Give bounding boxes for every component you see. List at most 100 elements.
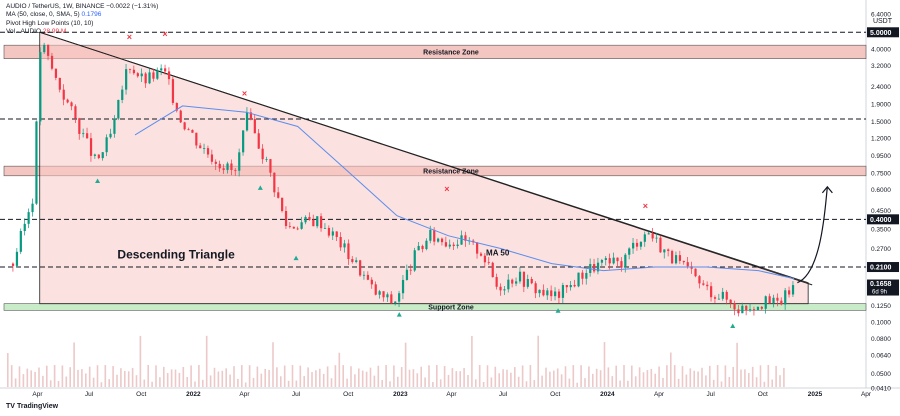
candle-body <box>74 106 77 119</box>
volume-bar <box>642 372 645 387</box>
tradingview-logo[interactable]: TV TradingView <box>6 403 58 410</box>
volume-bar <box>49 380 52 387</box>
candle-body <box>663 249 666 253</box>
symbol-line[interactable]: AUDIO / TetherUS, 1W, BINANCE −0.0022 (−… <box>6 3 159 10</box>
candle-body <box>733 302 736 310</box>
y-tick-label-11: 0.4500 <box>871 208 891 215</box>
y-tick-label-4: 2.4000 <box>871 84 891 91</box>
candle-body <box>269 159 272 173</box>
volume-bar <box>767 365 770 387</box>
volume-bar <box>10 365 13 387</box>
volume-bar <box>728 376 731 387</box>
volume-bar <box>412 369 415 387</box>
volume-bar <box>693 370 695 387</box>
candle-body <box>15 251 19 266</box>
volume-bar <box>658 366 660 387</box>
volume-bar <box>260 373 263 387</box>
candle-body <box>511 279 514 284</box>
ma50-label: MA 50 <box>486 249 510 258</box>
volume-bar <box>681 366 684 387</box>
candle-body <box>292 226 295 229</box>
volume-bar <box>26 368 29 387</box>
volume-bar <box>416 373 419 387</box>
logo-text: TradingView <box>16 403 59 410</box>
volume-bar <box>619 380 621 387</box>
volume-bar <box>529 365 532 387</box>
volume-bar <box>61 365 64 387</box>
ma-value: 0.1796 <box>81 11 102 19</box>
y-tick-label-9: 0.7500 <box>871 170 891 177</box>
candle-body <box>253 119 256 134</box>
ma-line[interactable]: MA (50, close, 0, SMA, 5) 0.1796 <box>6 11 158 19</box>
volume-bar <box>151 381 153 387</box>
volume-bar <box>662 377 664 387</box>
candle-body <box>671 250 674 264</box>
x-tick-label-0: Apr <box>32 391 43 398</box>
candle-body <box>565 285 568 288</box>
zone-band-0 <box>3 44 867 59</box>
candle-body <box>729 299 732 303</box>
volume-bar <box>22 374 25 387</box>
volume-bar <box>213 367 216 387</box>
candle-body <box>632 242 635 249</box>
volume-bar <box>174 369 177 387</box>
candle-body <box>620 261 623 268</box>
x-tick-label-11: 2024 <box>600 391 615 398</box>
pivot-high-marker-1: × <box>162 29 167 39</box>
volume-bar <box>194 381 196 387</box>
candle-body <box>183 122 186 130</box>
volume-bar <box>377 365 380 387</box>
candle-body <box>218 163 221 169</box>
volume-bar <box>276 367 278 387</box>
volume-bar <box>186 377 188 387</box>
volume-bar <box>244 382 247 387</box>
x-tick-label-10: Oct <box>550 391 560 398</box>
volume-bar <box>568 378 571 387</box>
candle-body <box>573 285 576 287</box>
volume-bar <box>502 369 504 387</box>
volume-bar <box>252 377 255 387</box>
volume-bar <box>389 381 391 387</box>
volume-bar <box>709 365 711 387</box>
candle-body <box>401 279 405 294</box>
volume-bar <box>96 365 99 387</box>
ma-label: MA (50, close, 0, SMA, 5) <box>6 11 80 19</box>
volume-bar <box>225 368 227 387</box>
candle-body <box>421 245 424 250</box>
volume-bar <box>369 367 372 387</box>
volume-bar <box>436 365 438 387</box>
y-tick-label-0: 6.4000 <box>871 12 891 19</box>
candle-body <box>222 168 225 170</box>
volume-line[interactable]: Vol · AUDIO 28.99 M <box>6 28 158 36</box>
volume-bar <box>783 367 785 387</box>
candle-body <box>35 121 38 204</box>
candle-body <box>386 294 389 298</box>
candle-body <box>136 73 139 77</box>
candle-body <box>433 229 436 242</box>
candle-body <box>347 243 350 260</box>
volume-bar <box>147 365 149 387</box>
candle-body <box>452 244 455 247</box>
volume-bar <box>471 335 473 387</box>
candle-body <box>97 154 100 159</box>
candle-body <box>725 291 728 300</box>
candle-body <box>518 271 522 282</box>
volume-bar <box>564 366 567 387</box>
volume-bar <box>100 382 103 387</box>
candle-body <box>113 118 116 134</box>
volume-bar <box>166 373 169 387</box>
candle-body <box>62 89 65 100</box>
candle-body <box>429 229 432 241</box>
volume-bar <box>397 376 399 387</box>
candle-body <box>86 133 89 139</box>
volume-bar <box>299 365 302 387</box>
volume-bar <box>467 374 469 387</box>
volume-bar <box>451 368 454 387</box>
candle-body <box>93 154 97 156</box>
candle-body <box>756 306 760 310</box>
volume-bar <box>697 371 699 387</box>
pivot-high-marker-2: × <box>242 89 247 99</box>
volume-bar <box>759 365 762 387</box>
pivot-line[interactable]: Pivot High Low Points (10, 10) <box>6 19 94 27</box>
